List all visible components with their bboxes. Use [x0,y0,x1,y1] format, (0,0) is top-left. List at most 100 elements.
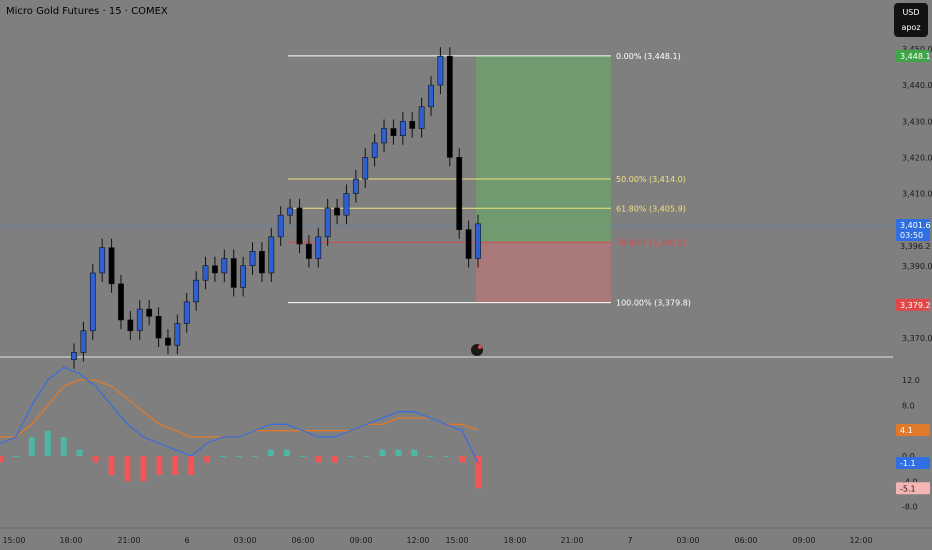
current-price-badge-bg [896,219,930,241]
high-price-badge-bg [896,49,930,62]
candle-body [221,258,228,274]
candle-body [108,247,115,285]
macd-badge: -1.1 [900,459,916,468]
signal-badge-bg [896,424,930,437]
candle-body [136,308,143,332]
time-tick: 06:00 [734,536,757,545]
candle-body [183,301,190,324]
candle-body [362,157,369,180]
macd-histogram-bar [459,456,466,463]
price-tick: 3,390.0 [902,262,932,271]
candle-body [155,316,162,339]
candle-body [428,84,434,108]
candle-body [456,157,463,230]
macd-line [0,366,479,464]
alert-dot-icon [478,345,482,349]
time-tick: 7 [627,536,632,545]
macd-histogram-bar [92,456,99,463]
time-tick: 6 [184,536,189,545]
candle-body [371,142,378,158]
price-tick: 3,440.0 [902,81,932,90]
macd-histogram-bar [427,456,434,457]
time-tick: 15:00 [445,536,468,545]
macd-histogram-bar [347,456,354,457]
symbol-title: Micro Gold Futures · 15 · COMEX [6,6,168,17]
macd-histogram-bar [331,456,338,463]
time-tick: 09:00 [792,536,815,545]
time-tick: 18:00 [59,536,82,545]
candle-body [305,243,312,259]
candle-body [240,265,247,288]
candle-body [418,106,425,129]
candle-body [475,223,481,259]
histogram-badge-bg [896,482,930,495]
candle-body [212,265,218,274]
price-tick: 3,410.0 [902,190,932,199]
macd-histogram-bar [12,456,19,457]
time-tick: 12:00 [406,536,429,545]
candle-body [249,251,256,267]
candle-body [127,319,134,332]
macd-histogram-bar [60,437,67,456]
histogram-badge: -5.1 [900,484,916,493]
loss-zone [476,242,611,303]
candle-body [287,207,293,216]
time-tick: 15:00 [2,536,25,545]
macd-tick: 0.0 [902,452,915,461]
candle-body [296,207,303,245]
last-price-label: 3,396.2 [900,242,931,251]
macd-tick: -4.0 [902,477,918,486]
candle-body [343,193,350,216]
candle-body [268,236,275,274]
macd-histogram-bar [204,456,211,463]
macd-histogram-bar [220,456,227,457]
candle-body [165,337,171,346]
time-tick: 06:00 [291,536,314,545]
candle-body [324,207,331,238]
candle-body [352,178,359,194]
candle-body [89,272,96,332]
macd-histogram-bar [283,449,290,456]
low-price-badge: 3,379.2 [900,301,931,310]
macd-histogram-bar [379,449,386,456]
macd-histogram-bar [251,456,258,457]
time-tick: 03:00 [233,536,256,545]
macd-histogram-bar [236,456,242,457]
macd-histogram-bar [299,456,306,457]
time-tick: 09:00 [349,536,372,545]
macd-histogram-bar [443,456,450,457]
current-price-badge: 3,401.6 [900,221,931,230]
fib-label: 50.00% (3,414.0) [616,175,686,184]
macd-histogram-bar [475,456,481,489]
candle-body [277,214,284,238]
price-tick: 3,370.0 [902,334,932,343]
macd-histogram-bar [156,456,163,475]
signal-badge: 4.1 [900,426,913,435]
time-tick: 21:00 [560,536,583,545]
unit-label: apoz [901,23,921,32]
currency-selector[interactable]: USD apoz [894,3,928,37]
fib-label: 0.00% (3,448.1) [616,52,681,61]
macd-histogram-bar [411,449,418,456]
candle-body [71,352,77,360]
low-price-badge-bg [896,298,930,311]
time-tick: 21:00 [117,536,140,545]
candle-body [465,229,472,259]
fib-label: 100.00% (3,379.8) [616,299,691,308]
fib-label: 78.60% (3,396.5) [616,238,686,247]
time-tick: 03:00 [676,536,699,545]
candle-body [437,55,444,86]
macd-badge-bg [896,456,930,469]
price-tick: 3,450.0 [902,45,932,54]
candle-body [409,120,416,129]
candle-body [334,207,340,216]
candle-body [146,308,153,317]
macd-histogram-bar [44,430,51,456]
candle-body [193,279,200,303]
candle-body [390,128,397,137]
candle-body [230,258,237,288]
macd-histogram-bar [140,456,147,482]
macd-histogram-bar [395,449,402,456]
